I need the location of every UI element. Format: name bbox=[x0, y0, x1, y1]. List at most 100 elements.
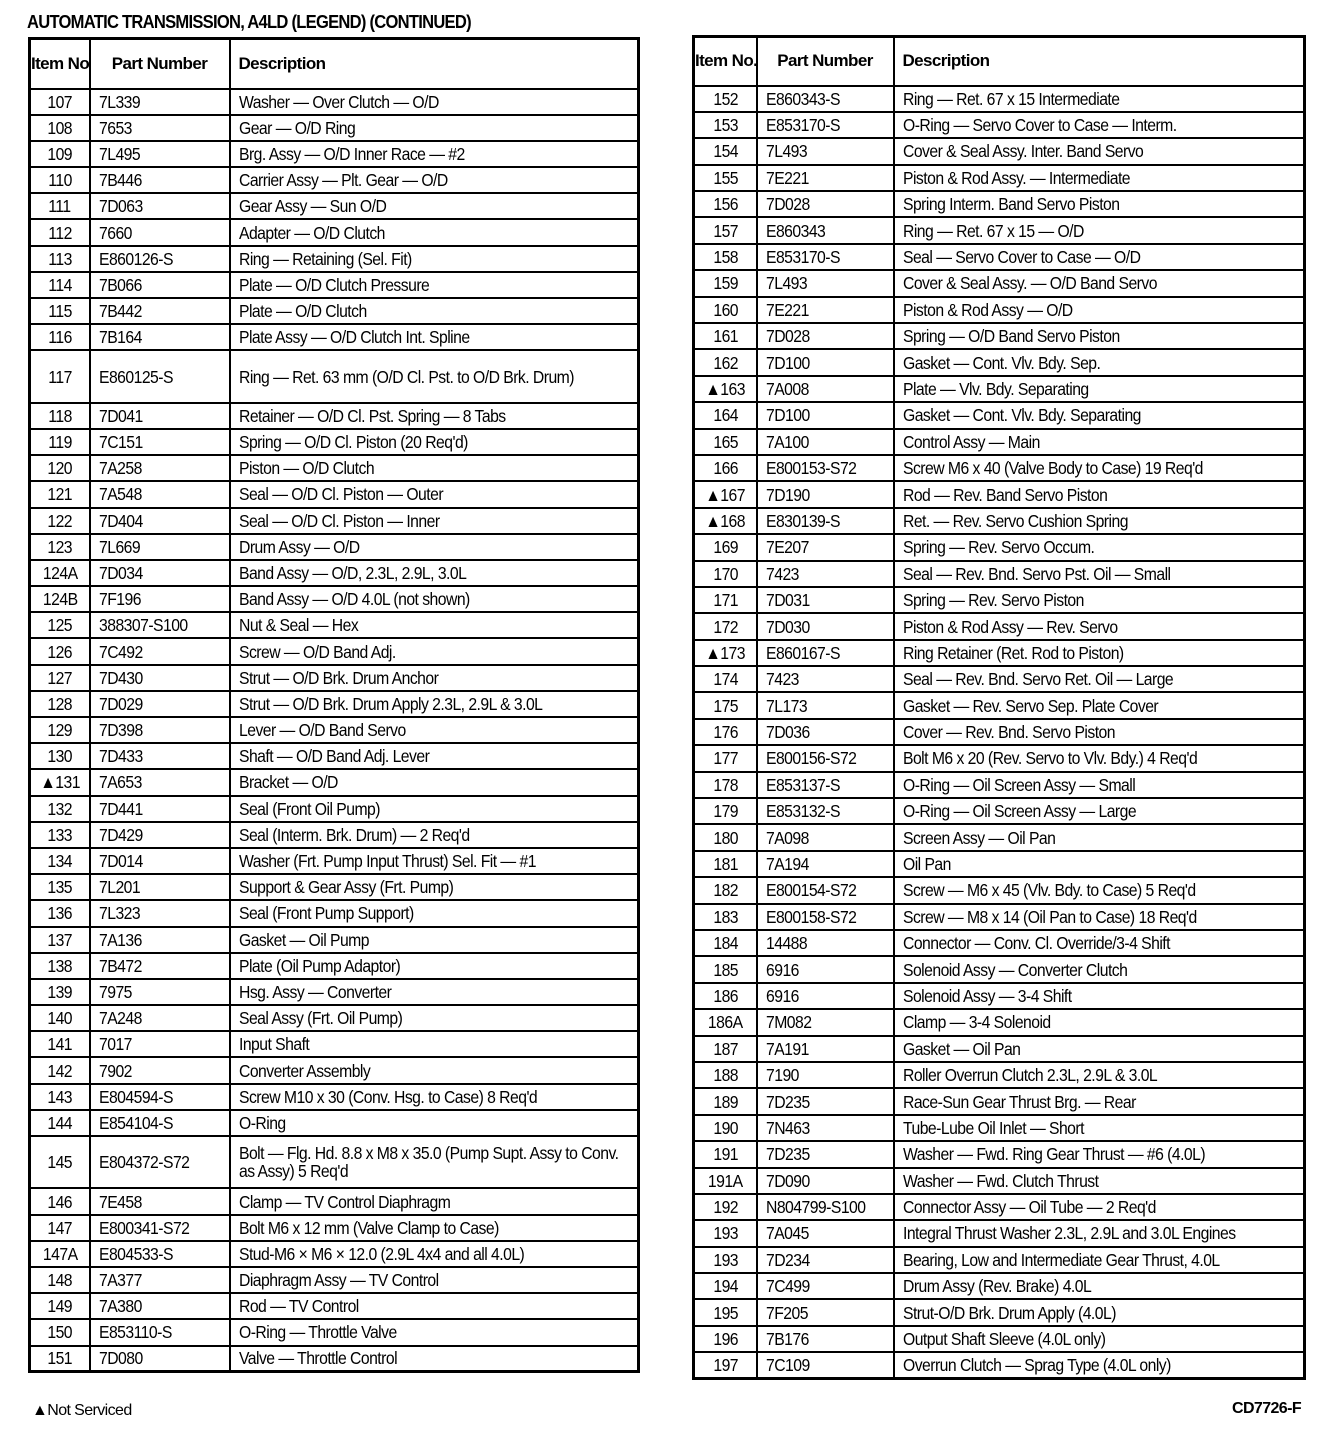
item-number: 160 bbox=[712, 299, 738, 320]
part-cell: 7E458 bbox=[88, 1187, 231, 1216]
part-cell: E860343-S bbox=[755, 84, 895, 113]
description: Rod — TV Control bbox=[238, 1296, 359, 1317]
table-row: 197 7C109 Overrun Clutch — Sprag Type (4.0… bbox=[692, 1351, 1306, 1380]
part-number: E860343-S bbox=[765, 88, 840, 109]
item-number: 143 bbox=[47, 1086, 73, 1107]
part-cell: 7D030 bbox=[755, 612, 895, 641]
item-number: 135 bbox=[47, 877, 73, 898]
item-cell: 128 bbox=[28, 689, 91, 719]
description: Gasket — Cont. Vlv. Bdy. Separating bbox=[902, 405, 1141, 426]
description-cell: Spring Interm. Band Servo Piston bbox=[892, 190, 1306, 219]
item-number: 149 bbox=[47, 1296, 73, 1317]
item-number: 115 bbox=[47, 301, 72, 322]
description: Overrun Clutch — Sprag Type (4.0L only) bbox=[902, 1355, 1171, 1376]
item-number: ▲168 bbox=[705, 510, 746, 531]
table-row: 142 7902 Converter Assembly bbox=[28, 1056, 640, 1085]
part-number: 7L669 bbox=[98, 536, 141, 557]
table-row: 147A E804533-S Stud-M6 × M6 × 12.0 (2.9L 4… bbox=[28, 1239, 640, 1268]
part-cell: 7L495 bbox=[88, 139, 231, 169]
part-cell: 7A377 bbox=[88, 1265, 231, 1295]
description-cell: Washer — Over Clutch — O/D bbox=[228, 87, 640, 116]
item-number: 126 bbox=[47, 641, 73, 662]
description: Cover & Seal Assy. Inter. Band Servo bbox=[902, 141, 1144, 162]
description: Washer — Over Clutch — O/D bbox=[238, 91, 439, 112]
part-number: 7E458 bbox=[98, 1191, 142, 1212]
item-number: 121 bbox=[47, 484, 73, 505]
item-cell: 186 bbox=[692, 981, 758, 1011]
part-number: 7660 bbox=[98, 222, 132, 243]
table-row: 171 7D031 Spring — Rev. Servo Piston bbox=[692, 585, 1306, 615]
part-cell: 7D190 bbox=[755, 480, 895, 509]
description: Adapter — O/D Clutch bbox=[238, 222, 385, 243]
item-cell: 143 bbox=[28, 1082, 91, 1111]
table-row: 177 E800156-S72 Bolt M6 x 20 (Rev. Servo t… bbox=[692, 744, 1306, 773]
description-cell: Diaphragm Assy — TV Control bbox=[228, 1265, 640, 1295]
part-cell: 7L669 bbox=[88, 532, 231, 561]
table-row: 172 7D030 Piston & Rod Assy — Rev. Servo bbox=[692, 612, 1306, 641]
description-cell: Bracket — O/D bbox=[228, 768, 640, 797]
item-cell: 195 bbox=[692, 1298, 758, 1327]
item-number: 194 bbox=[712, 1276, 738, 1297]
description: Spring — O/D Band Servo Piston bbox=[902, 326, 1120, 347]
table-row: 124A 7D034 Band Assy — O/D, 2.3L, 2.9L, 3.… bbox=[28, 558, 640, 588]
part-number: 7E207 bbox=[765, 537, 809, 558]
description-cell: Gasket — Oil Pump bbox=[228, 925, 640, 954]
item-number: 158 bbox=[712, 247, 738, 268]
part-number: 7D433 bbox=[98, 746, 143, 767]
item-number: 108 bbox=[47, 117, 73, 138]
description: Ring — Ret. 67 x 15 Intermediate bbox=[902, 88, 1120, 109]
item-cell: 171 bbox=[692, 585, 758, 615]
part-number: 7D028 bbox=[765, 194, 810, 215]
description: O-Ring bbox=[238, 1112, 286, 1133]
table-row: 186A 7M082 Clamp — 3-4 Solenoid bbox=[692, 1008, 1306, 1037]
part-cell: 7L493 bbox=[755, 269, 895, 298]
page-title: AUTOMATIC TRANSMISSION, A4LD (LEGEND) (C… bbox=[27, 12, 472, 32]
item-number: 170 bbox=[712, 563, 738, 584]
description: Solenoid Assy — Converter Clutch bbox=[902, 959, 1128, 980]
item-number: 127 bbox=[47, 667, 73, 688]
part-cell: 14488 bbox=[755, 928, 895, 958]
item-number: 195 bbox=[712, 1302, 738, 1323]
table-row: 150 E853110-S O-Ring — Throttle Valve bbox=[28, 1318, 640, 1347]
item-number: 113 bbox=[47, 248, 72, 269]
description-cell: Ring — Retaining (Sel. Fit) bbox=[228, 244, 640, 273]
description: Lever — O/D Band Servo bbox=[238, 720, 406, 741]
description: Solenoid Assy — 3-4 Shift bbox=[902, 985, 1072, 1006]
item-cell: 153 bbox=[692, 110, 758, 140]
description-cell: Input Shaft bbox=[228, 1030, 640, 1059]
item-number: 151 bbox=[47, 1348, 73, 1369]
item-cell: 137 bbox=[28, 925, 91, 954]
description: Plate — O/D Clutch bbox=[238, 301, 367, 322]
header-item-no: Item No. bbox=[692, 35, 758, 87]
table-row: 133 7D429 Seal (Interm. Brk. Drum) — 2 Req… bbox=[28, 820, 640, 849]
description: Strut — O/D Brk. Drum Apply 2.3L, 2.9L &… bbox=[238, 693, 543, 714]
part-cell: 7A008 bbox=[755, 374, 895, 404]
item-number: 133 bbox=[47, 824, 73, 845]
description-cell: Ring — Ret. 63 mm (O/D Cl. Pst. to O/D B… bbox=[228, 349, 640, 404]
description: Band Assy — O/D, 2.3L, 2.9L, 3.0L bbox=[238, 562, 467, 583]
table-row: 195 7F205 Strut-O/D Brk. Drum Apply (4.0L) bbox=[692, 1298, 1306, 1327]
part-cell: 7B442 bbox=[88, 296, 231, 326]
description-cell: Control Assy — Main bbox=[892, 427, 1306, 456]
item-cell: 191 bbox=[692, 1140, 758, 1169]
table-row: 166 E800153-S72 Screw M6 x 40 (Valve Body … bbox=[692, 453, 1306, 483]
description: Ring Retainer (Ret. Rod to Piston) bbox=[902, 642, 1124, 663]
description-cell: Hsg. Assy — Converter bbox=[228, 977, 640, 1007]
part-number: 6916 bbox=[765, 959, 799, 980]
part-cell: 388307-S100 bbox=[88, 611, 231, 640]
part-number: 7D028 bbox=[765, 326, 810, 347]
description: Plate — Vlv. Bdy. Separating bbox=[902, 378, 1089, 399]
table-row: 170 7423 Seal — Rev. Bnd. Servo Pst. Oil —… bbox=[692, 559, 1306, 588]
description-cell: Overrun Clutch — Sprag Type (4.0L only) bbox=[892, 1351, 1306, 1380]
part-cell: 7L201 bbox=[88, 873, 231, 902]
description-cell: O-Ring bbox=[228, 1108, 640, 1138]
description: Roller Overrun Clutch 2.3L, 2.9L & 3.0L bbox=[902, 1065, 1158, 1086]
item-cell: 112 bbox=[28, 218, 91, 247]
description-cell: Screw M6 x 40 (Valve Body to Case) 19 Re… bbox=[892, 453, 1306, 483]
table-row: 164 7D100 Gasket — Cont. Vlv. Bdy. Separat… bbox=[692, 401, 1306, 430]
item-number: 169 bbox=[712, 537, 738, 558]
part-number: 388307-S100 bbox=[98, 615, 188, 636]
description-cell: Race-Sun Gear Thrust Brg. — Rear bbox=[892, 1087, 1306, 1116]
header-part-number: Part Number bbox=[755, 35, 895, 87]
part-cell: 7A258 bbox=[88, 454, 231, 483]
